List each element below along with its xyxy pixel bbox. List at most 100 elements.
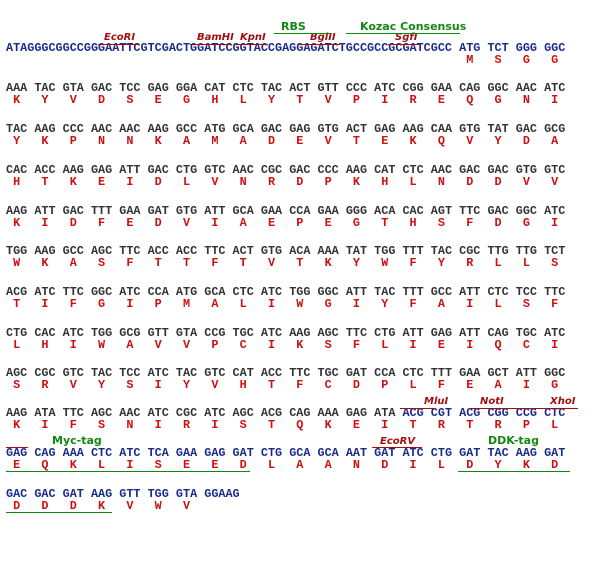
feature-label: Kozac Consensus [360,20,467,33]
codon: GAT [62,487,84,501]
codon: TGC [232,326,254,340]
amino-acid: K [409,134,417,148]
codon: GAG [289,122,311,136]
codon: GTT [119,487,141,501]
amino-acid: L [98,458,106,472]
amino-acid: D [98,93,106,107]
enzyme-label: SgfI [395,32,418,43]
amino-acid: I [41,216,49,230]
codon: ATA [34,406,56,420]
amino-acid: P [211,338,219,352]
codon: AGC [232,406,254,420]
feature-line [298,44,340,45]
enzyme-label: BglII [310,32,336,43]
amino-acid: I [267,338,276,352]
feature-line [470,408,540,409]
codon: ACC [147,244,169,258]
amino-acid: S [522,297,530,311]
codon: GAG [90,163,113,177]
codon: GTC [204,163,226,177]
codon: ATT [459,326,481,340]
amino-acid: I [466,297,474,311]
codon: ATT [402,326,424,340]
codon: AAG [515,446,537,460]
amino-acid: T [267,378,276,392]
codon: ATG [204,122,226,136]
codon: AAG [34,244,56,258]
codon: TTC [119,244,141,258]
amino-acid: T [183,256,191,270]
amino-acid: E [183,458,191,472]
amino-acid: D [522,134,530,148]
codon: AAG [6,204,28,218]
amino-acid: H [239,378,247,392]
amino-acid: D [466,175,474,189]
amino-acid: V [522,175,530,189]
codon: GGC [317,285,339,299]
codon: ATG [175,285,198,299]
amino-acid: D [551,458,559,472]
amino-acid: H [211,93,219,107]
codon: GCC [430,285,453,299]
amino-acid: R [41,378,49,392]
amino-acid: P [522,418,530,432]
codon: TCC [515,285,537,299]
amino-acid: V [183,338,191,352]
codon: AGT [430,204,453,218]
codon: AGC [90,244,113,258]
amino-acid: N [437,175,445,189]
codon: GCT [487,366,509,380]
amino-acid: S [154,458,162,472]
enzyme-label: MluI [424,396,449,407]
amino-acid: Y [352,256,360,270]
amino-acid: I [409,458,417,472]
amino-acid: V [69,378,77,392]
amino-acid: D [154,216,162,230]
amino-acid: W [296,297,304,311]
amino-acid: Y [494,458,502,472]
amino-acid: I [352,297,360,311]
codon: GAC [62,204,84,218]
amino-acid: E [437,338,445,352]
amino-acid: C [239,338,247,352]
codon: TCA [147,446,169,460]
amino-acid: L [409,175,417,189]
amino-acid: I [126,175,134,189]
codon: CTC [232,81,254,95]
amino-acid: I [126,458,134,472]
amino-acid: T [296,93,304,107]
amino-acid: L [437,458,445,472]
amino-acid: S [126,93,134,107]
amino-acid: T [41,175,49,189]
codon: ATT [515,366,537,380]
amino-acid: Y [267,93,276,107]
codon: CGC [175,406,198,420]
codon: GAC [515,122,537,136]
amino-acid: G [98,297,106,311]
codon: GAT [345,366,368,380]
codon: GGC [90,285,113,299]
amino-acid: G [352,216,360,230]
codon: TGG [289,285,311,299]
codon: TTC [62,406,84,420]
codon: GCC [62,244,84,258]
amino-acid: Y [183,378,191,392]
amino-acid: D [69,216,77,230]
amino-acid: T [381,216,389,230]
amino-acid: N [352,458,360,472]
amino-acid: T [409,418,417,432]
amino-acid: K [522,458,530,472]
codon: GTC [62,366,84,380]
amino-acid: V [324,93,332,107]
codon: CTG [6,326,28,340]
amino-acid: E [98,175,106,189]
amino-acid: L [183,175,191,189]
codon: CCG [204,326,226,340]
amino-acid: D [267,134,276,148]
amino-acid: A [551,134,559,148]
codon: CGC [260,163,283,177]
codon: AAC [430,163,453,177]
codon: CGT [430,406,453,420]
amino-acid: D [466,458,474,472]
